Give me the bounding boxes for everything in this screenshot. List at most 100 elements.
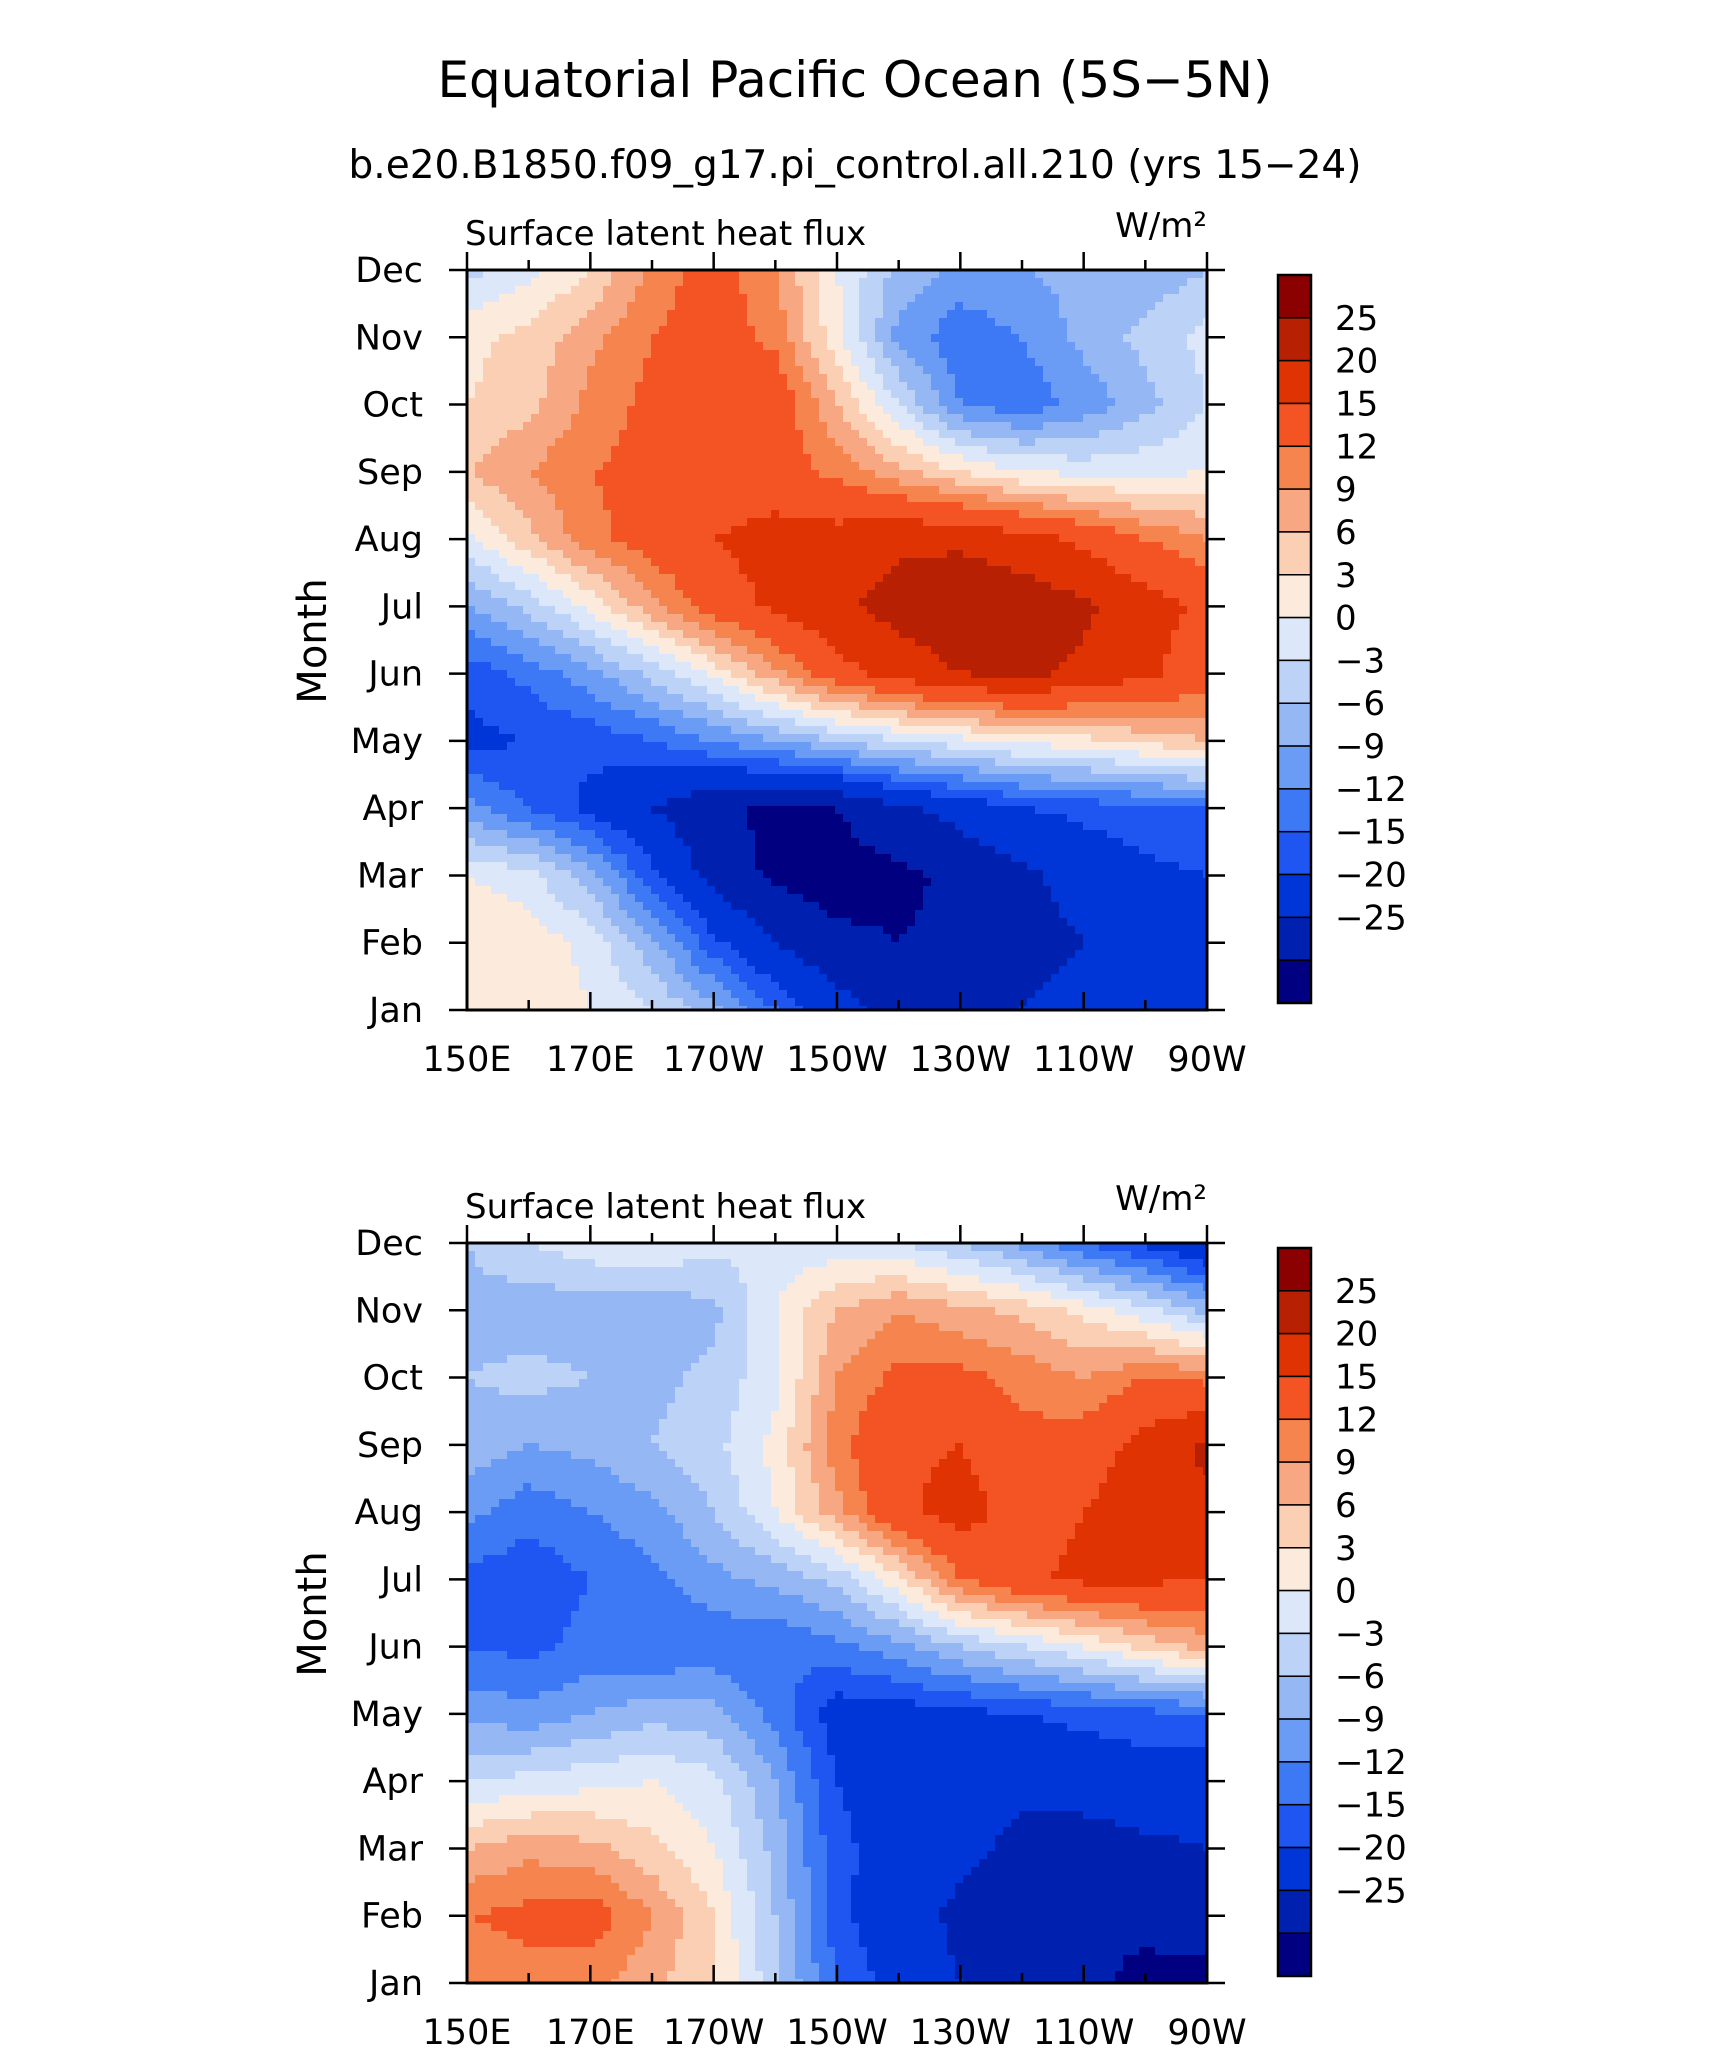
contour-cell — [939, 574, 948, 583]
contour-cell — [803, 678, 812, 687]
contour-cell — [1171, 310, 1180, 319]
contour-cell — [1083, 374, 1092, 383]
contour-cell — [1019, 670, 1028, 679]
contour-cell — [1147, 542, 1156, 551]
contour-cell — [523, 638, 532, 647]
contour-cell — [1203, 422, 1207, 431]
contour-cell — [659, 350, 668, 359]
contour-cell — [819, 470, 828, 479]
contour-cell — [915, 406, 924, 415]
contour-cell — [715, 558, 724, 567]
contour-cell — [595, 646, 604, 655]
contour-cell — [1115, 438, 1124, 447]
contour-cell — [491, 310, 500, 319]
contour-cell — [915, 614, 924, 623]
contour-cell — [531, 566, 540, 575]
contour-cell — [955, 630, 964, 639]
contour-cell — [523, 294, 532, 303]
contour-cell — [915, 358, 924, 367]
contour-cell — [691, 390, 700, 399]
contour-cell — [827, 310, 836, 319]
contour-cell — [1019, 494, 1028, 503]
contour-cell — [1099, 342, 1108, 351]
contour-cell — [1051, 622, 1060, 631]
contour-cell — [1131, 574, 1140, 583]
contour-cell — [515, 374, 524, 383]
contour-cell — [539, 526, 548, 535]
contour-cell — [1035, 350, 1044, 359]
contour-cell — [747, 302, 756, 311]
contour-cell — [483, 614, 492, 623]
contour-cell — [763, 382, 772, 391]
contour-cell — [787, 382, 796, 391]
contour-cell — [1027, 518, 1036, 527]
contour-cell — [611, 630, 620, 639]
contour-cell — [619, 518, 628, 527]
contour-cell — [987, 638, 996, 647]
contour-cell — [1043, 526, 1052, 535]
contour-cell — [483, 598, 492, 607]
contour-cell — [851, 478, 860, 487]
contour-cell — [483, 350, 492, 359]
contour-cell — [763, 486, 772, 495]
contour-cell — [963, 494, 972, 503]
contour-cell — [1067, 510, 1076, 519]
contour-cell — [947, 270, 956, 279]
contour-cell — [1019, 374, 1028, 383]
contour-cell — [827, 326, 836, 335]
contour-cell — [611, 502, 620, 511]
contour-cell — [835, 518, 844, 527]
contour-cell — [587, 574, 596, 583]
contour-cell — [1155, 614, 1164, 623]
contour-cell — [595, 326, 604, 335]
contour-cell — [1019, 326, 1028, 335]
contour-cell — [819, 590, 828, 599]
contour-cell — [627, 606, 636, 615]
contour-cell — [1043, 278, 1052, 287]
contour-cell — [563, 542, 572, 551]
contour-cell — [699, 270, 708, 279]
contour-cell — [1099, 334, 1108, 343]
contour-cell — [547, 606, 556, 615]
contour-cell — [1051, 390, 1060, 399]
contour-cell — [1107, 558, 1116, 567]
contour-cell — [587, 470, 596, 479]
contour-cell — [931, 518, 940, 527]
contour-cell — [835, 366, 844, 375]
contour-cell — [475, 654, 484, 663]
contour-cell — [507, 694, 516, 703]
contour-cell — [619, 398, 628, 407]
contour-cell — [1163, 638, 1172, 647]
contour-cell — [979, 502, 988, 511]
contour-cell — [1035, 342, 1044, 351]
contour-cell — [539, 638, 548, 647]
contour-cell — [1091, 342, 1100, 351]
contour-cell — [819, 606, 828, 615]
contour-cell — [659, 478, 668, 487]
contour-cell — [731, 302, 740, 311]
contour-cell — [883, 358, 892, 367]
contour-cell — [691, 398, 700, 407]
contour-cell — [675, 390, 684, 399]
contour-cell — [659, 438, 668, 447]
contour-cell — [1131, 334, 1140, 343]
contour-cell — [1131, 390, 1140, 399]
contour-cell — [787, 366, 796, 375]
contour-cell — [811, 310, 820, 319]
contour-cell — [867, 526, 876, 535]
contour-cell — [603, 542, 612, 551]
contour-cell — [739, 430, 748, 439]
contour-cell — [955, 614, 964, 623]
contour-cell — [779, 478, 788, 487]
contour-cell — [587, 422, 596, 431]
contour-cell — [539, 494, 548, 503]
contour-cell — [843, 638, 852, 647]
contour-cell — [1195, 662, 1204, 671]
contour-cell — [1019, 406, 1028, 415]
contour-cell — [891, 622, 900, 631]
contour-cell — [595, 470, 604, 479]
contour-cell — [531, 574, 540, 583]
contour-cell — [755, 510, 764, 519]
contour-cell — [723, 446, 732, 455]
contour-cell — [475, 494, 484, 503]
